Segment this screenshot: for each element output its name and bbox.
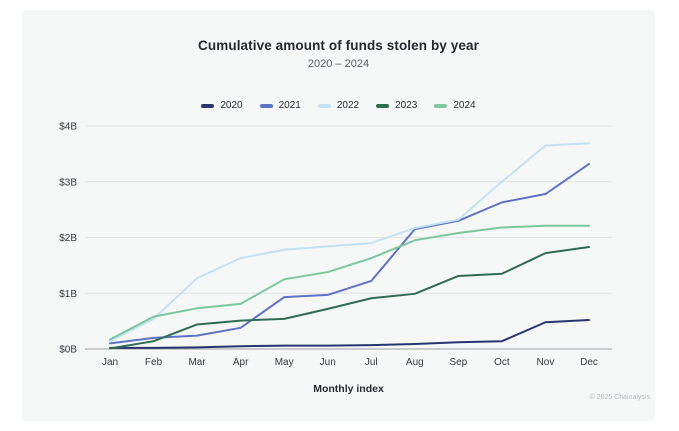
legend-swatch-icon: [434, 103, 448, 108]
legend-swatch-icon: [376, 103, 390, 108]
x-tick-label: Jul: [365, 357, 378, 368]
legend-label: 2021: [278, 100, 301, 111]
x-tick-label: Jan: [102, 357, 118, 368]
legend-item-2024: 2024: [434, 100, 476, 111]
legend-swatch-icon: [201, 103, 215, 108]
x-axis-title: Monthly index: [313, 383, 384, 395]
chart-legend: 2020 2021 2022 2023 2024: [22, 100, 655, 111]
y-tick-label: $3B: [59, 177, 77, 188]
x-tick-label: May: [275, 357, 294, 368]
series-line-2022: [109, 142, 590, 343]
x-tick-label: Aug: [406, 357, 424, 368]
chart-subtitle: 2020 – 2024: [307, 58, 370, 70]
legend-swatch-icon: [259, 103, 273, 108]
series-line-2023: [109, 245, 590, 350]
y-tick-label: $4B: [59, 122, 77, 133]
series-line-2021: [109, 162, 590, 345]
x-tick-label: Feb: [145, 357, 163, 368]
y-tick-label: $0B: [59, 345, 77, 356]
chart-card: Cumulative amount of funds stolen by yea…: [22, 10, 655, 421]
y-tick-label: $2B: [59, 233, 77, 244]
x-tick-label: Jun: [320, 357, 336, 368]
legend-item-2023: 2023: [376, 100, 417, 111]
footer-credit: © 2025 Chainalysis: [589, 394, 650, 401]
legend-label: 2022: [336, 100, 360, 111]
series-line-2020: [109, 319, 590, 349]
x-tick-label: Dec: [580, 357, 598, 368]
y-tick-label: $1B: [59, 289, 77, 300]
x-tick-label: Sep: [449, 357, 467, 368]
x-tick-label: Apr: [233, 357, 249, 368]
legend-item-2022: 2022: [317, 100, 360, 111]
x-tick-label: Mar: [188, 357, 206, 368]
series-line-2024: [109, 224, 590, 341]
chart-plot: $0B $1B $2B $3B $4B Jan Feb Mar Apr May Jun Jul Aug S…: [59, 122, 612, 368]
legend-item-2020: 2020: [201, 100, 243, 111]
chart-title: Cumulative amount of funds stolen by yea…: [198, 38, 479, 53]
x-tick-label: Nov: [537, 357, 555, 368]
legend-swatch-icon: [317, 103, 331, 108]
x-tick-label: Oct: [494, 357, 510, 368]
legend-item-2021: 2021: [259, 100, 301, 111]
legend-label: 2020: [220, 100, 243, 111]
legend-label: 2023: [395, 100, 418, 111]
legend-label: 2024: [453, 100, 476, 111]
